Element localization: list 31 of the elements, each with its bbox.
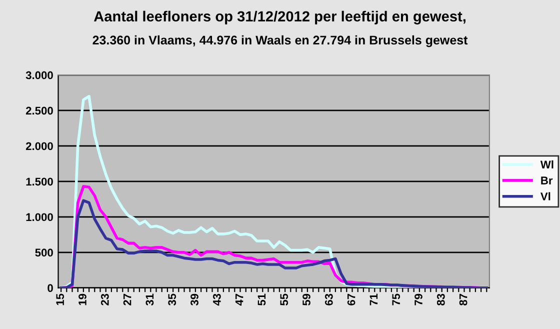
x-tick-label: 31 (146, 294, 154, 306)
y-tick-label: 500 (35, 248, 53, 257)
x-tick-label: 51 (258, 294, 266, 306)
y-tick-label: 2.000 (26, 142, 53, 150)
x-tick-label: 71 (370, 294, 378, 306)
y-tick-label: 1.500 (26, 178, 53, 186)
legend-label: Br (541, 176, 553, 184)
x-tick-label: 35 (168, 294, 176, 306)
x-tick-label: 87 (459, 294, 468, 306)
legend-label: Vl (540, 192, 550, 200)
x-tick-label: 47 (235, 294, 244, 306)
x-tick-label: 79 (414, 294, 422, 306)
x-tick-label: 75 (392, 294, 400, 306)
x-tick-label: 83 (436, 294, 445, 306)
x-tick-label: 43 (212, 294, 221, 306)
x-tick-label: 23 (100, 294, 109, 306)
chart-subtitle: 23.360 in Vlaams, 44.976 in Waals en 27.794 in Brussels gewest (92, 35, 468, 48)
chart-title: Aantal leefloners op 31/12/2012 per leeftijd en gewest, (94, 10, 466, 24)
x-tick-label: 27 (123, 294, 132, 306)
x-tick-label: 67 (347, 294, 356, 306)
x-tick-label: 63 (324, 294, 333, 306)
x-tick-label: 55 (280, 294, 288, 306)
y-tick-label: 2.500 (26, 106, 53, 115)
x-tick-label: 39 (190, 294, 198, 306)
x-tick-label: 19 (78, 294, 86, 306)
x-tick-label: 15 (56, 294, 64, 306)
x-tick-label: 59 (302, 294, 310, 306)
y-tick-label: 0 (48, 284, 53, 292)
y-tick-label: 3.000 (26, 71, 53, 80)
y-tick-label: 1.000 (26, 213, 53, 222)
legend-label: Wl (540, 160, 554, 168)
